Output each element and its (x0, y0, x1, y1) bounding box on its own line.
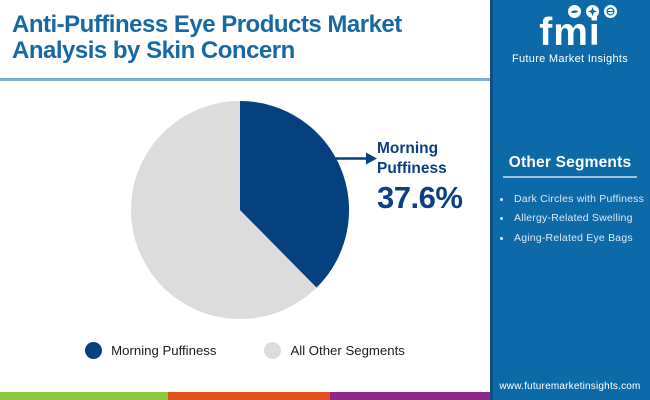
legend-item-morning-puffiness: Morning Puffiness (85, 341, 217, 359)
logo-wordmark: fmi (539, 11, 601, 54)
logo-subtitle: Future Market Insights (511, 53, 629, 65)
pie-chart (131, 100, 377, 319)
stripe-purple (330, 392, 490, 400)
logo-icons (534, 5, 650, 19)
legend-label: All Other Segments (290, 342, 405, 358)
annotation-arrow-icon (334, 152, 377, 165)
fmi-logo: fmi Future Market Insights (490, 5, 650, 65)
stripe-green (0, 392, 168, 400)
sidebar: fmi Future Market Insights Other Segment… (490, 0, 650, 400)
footer-color-stripe (0, 392, 490, 400)
title-divider (0, 78, 490, 81)
list-item: Allergy-Related Swelling (512, 209, 648, 227)
website-url: www.futuremarketinsights.com (499, 381, 641, 392)
chart-legend: Morning Puffiness All Other Segments (0, 339, 490, 361)
legend-label: Morning Puffiness (111, 342, 217, 358)
bird-icon (567, 5, 581, 18)
sidebar-heading: Other Segments (508, 154, 632, 171)
compass-icon (585, 5, 599, 18)
other-segments-list: Dark Circles with Puffiness Allergy-Rela… (498, 190, 648, 248)
callout-value: 37.6% (377, 180, 463, 215)
list-item: Aging-Related Eye Bags (512, 229, 648, 247)
stripe-orange (168, 392, 330, 400)
legend-swatch-blue (85, 341, 103, 359)
globe-icon (603, 5, 617, 18)
page-title: Anti-Puffiness Eye Products Market Analy… (12, 11, 402, 64)
callout-label: Morning Puffiness (377, 140, 447, 177)
pie-slice (240, 100, 350, 288)
legend-item-all-other-segments: All Other Segments (264, 341, 405, 359)
legend-swatch-gray (264, 341, 282, 359)
list-item: Dark Circles with Puffiness (512, 190, 648, 208)
sidebar-heading-underline (503, 176, 637, 178)
